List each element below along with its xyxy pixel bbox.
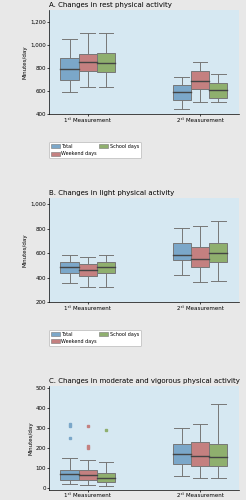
Bar [79,264,97,276]
Bar [173,85,191,100]
Bar [97,53,115,72]
Bar [61,470,79,480]
Bar [209,83,227,98]
Bar [209,244,227,262]
Bar [97,474,115,482]
Bar [97,262,115,274]
Text: C. Changes in moderate and vigorous physical activity: C. Changes in moderate and vigorous phys… [49,378,240,384]
Bar [79,54,97,71]
Text: A. Changes in rest physical activity: A. Changes in rest physical activity [49,2,172,8]
Bar [79,470,97,480]
Y-axis label: Minutes/day: Minutes/day [28,421,33,454]
Text: B. Changes in light physical activity: B. Changes in light physical activity [49,190,174,196]
Y-axis label: Minutes/day: Minutes/day [23,46,28,79]
Bar [191,247,209,267]
Legend: Total, Weekend days, School days: Total, Weekend days, School days [49,142,141,158]
Bar [173,444,191,464]
Bar [191,71,209,89]
Bar [209,444,227,466]
Bar [191,442,209,466]
Bar [61,262,79,274]
Y-axis label: Minutes/day: Minutes/day [23,233,28,267]
Legend: Total, Weekend days, School days: Total, Weekend days, School days [49,330,141,346]
Bar [61,58,79,80]
Bar [173,244,191,260]
